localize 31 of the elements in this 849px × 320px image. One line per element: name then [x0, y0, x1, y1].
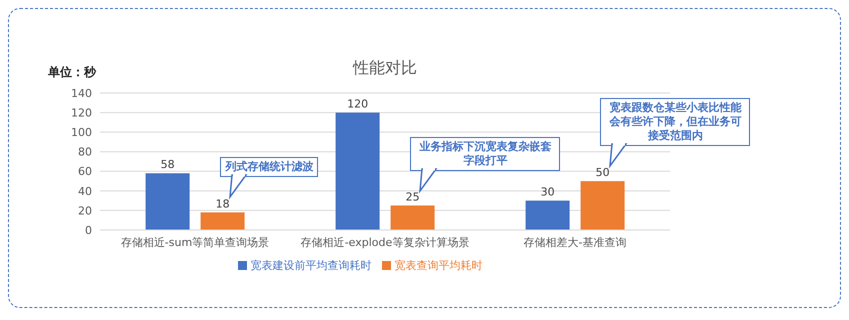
y-tick-label: 100 — [71, 126, 92, 140]
data-label: 25 — [406, 190, 420, 204]
bar — [200, 212, 245, 230]
y-tick-label: 60 — [78, 165, 92, 178]
x-tick-label: 存储相差大-基准查询 — [524, 236, 626, 249]
bar — [336, 112, 380, 230]
bar — [146, 173, 190, 230]
data-label: 50 — [596, 166, 610, 180]
data-label: 120 — [347, 98, 368, 111]
bar — [390, 206, 435, 230]
annotation: 业务指标下沉宽表复杂嵌套字段打平 — [410, 136, 560, 171]
bar — [580, 181, 625, 230]
chart-title: 性能对比 — [352, 58, 418, 79]
annotation: 列式存储统计滤波 — [220, 157, 318, 178]
y-axis-title: 单位：秒 — [48, 64, 96, 81]
y-tick-label: 120 — [71, 106, 92, 120]
y-tick-label: 20 — [78, 204, 92, 218]
data-label: 58 — [160, 158, 175, 172]
x-tick-label: 存储相近-explode等复杂计算场景 — [300, 236, 470, 249]
legend-label: 宽表建设前平均查询耗时 — [250, 259, 372, 272]
legend-label: 宽表查询平均耗时 — [394, 259, 482, 272]
y-tick-label: 0 — [85, 224, 92, 237]
data-label: 30 — [540, 186, 555, 199]
y-tick-label: 40 — [78, 184, 92, 198]
y-tick-label: 80 — [78, 146, 92, 159]
x-tick-label: 存储相近-sum等简单查询场景 — [120, 236, 270, 249]
y-tick-label: 140 — [71, 86, 92, 100]
annotation: 宽表跟数仓某些小表比性能会有些许下降，但在业务可接受范围内 — [600, 98, 750, 146]
data-label: 18 — [216, 197, 230, 210]
speech-callout: 列式存储统计滤波 — [220, 116, 380, 200]
bar — [526, 200, 570, 230]
